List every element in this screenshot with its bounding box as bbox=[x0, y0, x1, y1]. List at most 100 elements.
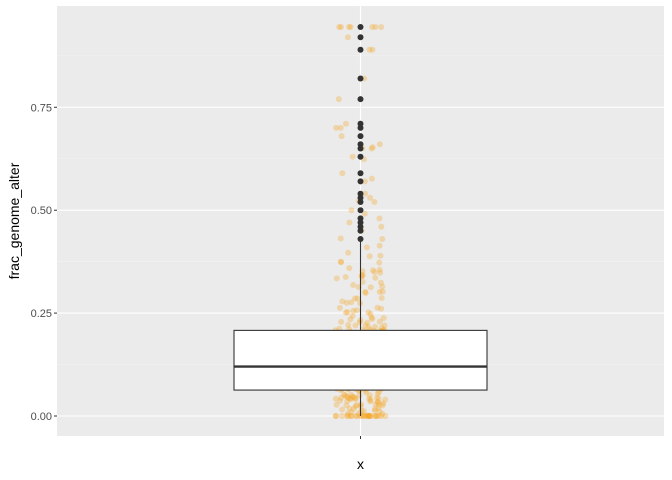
data-point bbox=[379, 283, 386, 290]
outlier-point bbox=[357, 178, 364, 185]
data-point bbox=[361, 178, 368, 185]
data-point bbox=[346, 219, 353, 226]
data-point bbox=[377, 252, 384, 259]
data-point bbox=[337, 235, 344, 242]
data-point bbox=[364, 412, 371, 419]
data-point bbox=[375, 405, 382, 411]
data-point bbox=[373, 394, 380, 401]
data-point bbox=[370, 267, 376, 274]
outlier-point bbox=[357, 124, 364, 131]
data-point bbox=[367, 413, 374, 419]
data-point bbox=[337, 124, 344, 131]
data-point bbox=[333, 275, 340, 282]
data-point bbox=[361, 413, 367, 419]
data-point bbox=[368, 175, 375, 182]
data-point bbox=[345, 394, 352, 401]
data-point bbox=[339, 406, 346, 413]
data-point bbox=[344, 413, 351, 419]
data-point bbox=[336, 304, 343, 311]
data-point bbox=[367, 398, 374, 405]
data-point bbox=[375, 413, 382, 419]
data-point bbox=[352, 295, 358, 302]
data-point bbox=[371, 269, 378, 276]
box-iqr bbox=[233, 329, 488, 391]
data-point bbox=[367, 284, 374, 291]
y-tick-label: 0.25 bbox=[31, 308, 52, 320]
data-point bbox=[337, 397, 344, 404]
outlier-point bbox=[357, 141, 364, 148]
outlier-point bbox=[357, 223, 364, 230]
data-point bbox=[356, 319, 363, 326]
data-point bbox=[376, 259, 383, 266]
data-point bbox=[366, 413, 373, 419]
data-point bbox=[376, 408, 383, 415]
y-axis-title: frac_genome_alter bbox=[6, 162, 22, 279]
outlier-point bbox=[357, 219, 364, 226]
data-point bbox=[366, 413, 373, 419]
data-point bbox=[362, 290, 369, 296]
data-point bbox=[350, 405, 357, 412]
outlier-point bbox=[357, 153, 364, 160]
data-point bbox=[349, 312, 356, 319]
data-point bbox=[352, 413, 359, 419]
data-point bbox=[363, 389, 369, 396]
data-point bbox=[347, 396, 354, 402]
x-axis-title: x bbox=[357, 456, 364, 472]
data-point bbox=[358, 273, 365, 280]
data-point bbox=[344, 34, 351, 41]
data-point bbox=[338, 133, 345, 140]
data-point bbox=[376, 318, 383, 325]
data-point bbox=[341, 391, 348, 398]
data-point bbox=[372, 401, 379, 408]
data-point bbox=[376, 288, 383, 295]
data-point bbox=[374, 399, 381, 405]
data-point bbox=[362, 413, 369, 419]
data-point bbox=[381, 322, 388, 329]
data-point bbox=[372, 405, 379, 412]
data-point bbox=[333, 401, 340, 408]
data-point bbox=[352, 403, 359, 410]
data-point bbox=[342, 274, 349, 280]
data-point bbox=[364, 413, 371, 419]
data-point bbox=[378, 279, 384, 286]
y-axis: 0.00 0.25 0.50 0.75 bbox=[31, 102, 57, 423]
data-point bbox=[349, 153, 356, 160]
data-point bbox=[350, 282, 357, 288]
data-point bbox=[350, 307, 357, 314]
data-point bbox=[345, 413, 352, 419]
data-point bbox=[332, 413, 339, 419]
data-point bbox=[376, 242, 383, 249]
data-point bbox=[373, 413, 380, 419]
data-point bbox=[374, 304, 381, 311]
data-point bbox=[371, 407, 378, 414]
data-point bbox=[382, 413, 389, 419]
boxplot bbox=[233, 241, 488, 416]
data-point bbox=[379, 410, 386, 417]
data-point bbox=[348, 413, 355, 419]
data-point bbox=[378, 223, 385, 230]
data-point bbox=[359, 278, 366, 285]
data-point bbox=[382, 396, 389, 403]
data-point bbox=[379, 288, 386, 295]
outlier-point bbox=[357, 34, 364, 41]
data-point bbox=[353, 307, 360, 314]
data-point bbox=[347, 316, 354, 323]
data-point bbox=[347, 24, 354, 30]
data-point bbox=[344, 410, 351, 417]
data-point bbox=[343, 299, 350, 306]
outlier-point bbox=[357, 24, 364, 30]
data-point bbox=[361, 210, 368, 217]
data-point bbox=[372, 413, 379, 419]
outlier-point bbox=[357, 120, 364, 127]
data-point bbox=[360, 412, 367, 419]
data-point bbox=[348, 299, 355, 306]
data-point bbox=[335, 96, 342, 103]
outlier-point bbox=[357, 194, 364, 201]
data-point bbox=[362, 190, 369, 197]
data-point bbox=[354, 413, 360, 419]
data-point bbox=[376, 215, 383, 222]
data-point bbox=[362, 288, 369, 295]
data-point bbox=[366, 395, 373, 402]
data-point bbox=[380, 315, 387, 321]
